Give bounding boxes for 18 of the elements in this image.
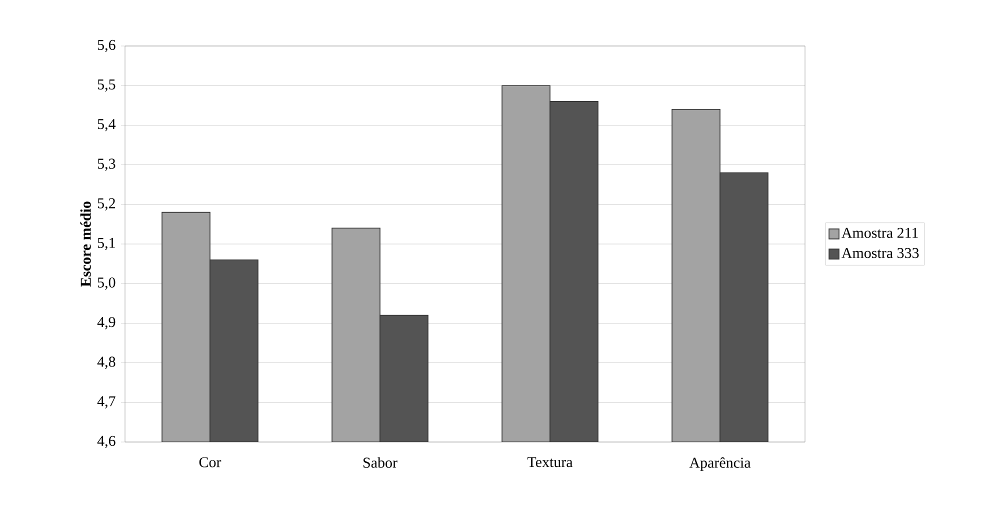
- legend-label: Amostra 211: [842, 228, 918, 238]
- y-tick-label: 4,9: [97, 317, 116, 330]
- y-tick-label: 5,6: [98, 40, 116, 52]
- y-tick-label: 4,8: [97, 356, 116, 369]
- legend-label: Amostra 333: [842, 248, 919, 258]
- y-tick-label: 5,3: [98, 158, 116, 171]
- x-tick-label: Cor: [199, 457, 222, 468]
- x-tick-label: Aparência: [689, 457, 751, 471]
- y-tick-label: 5,2: [98, 198, 115, 211]
- y-axis-title: Escore médio: [80, 202, 91, 287]
- y-tick-label: 5,5: [98, 80, 116, 92]
- y-tick-label: 5,1: [98, 238, 115, 250]
- x-tick-label: Textura: [527, 457, 573, 468]
- x-tick-label: Sabor: [364, 457, 398, 468]
- y-tick-label: 4,7: [97, 396, 116, 408]
- y-tick-label: 4,6: [97, 436, 116, 448]
- y-tick-label: 5,4: [98, 119, 116, 132]
- y-tick-label: 5,0: [98, 277, 116, 290]
